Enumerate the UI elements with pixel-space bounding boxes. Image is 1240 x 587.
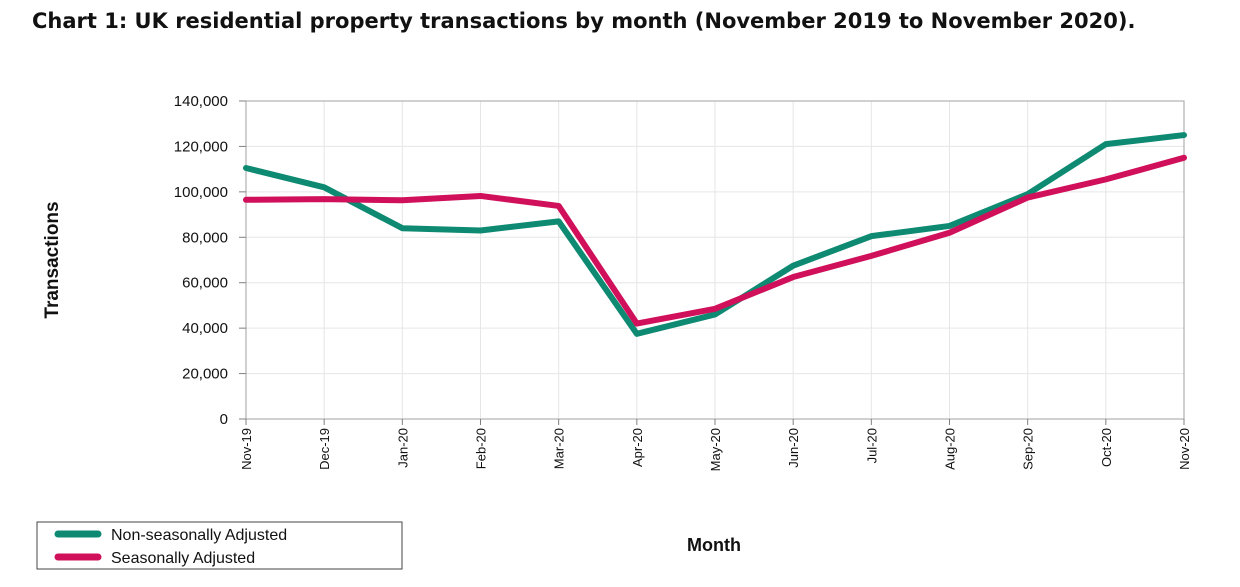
data-point (1183, 157, 1185, 159)
legend: Non-seasonally Adjusted Seasonally Adjust… (36, 521, 403, 570)
chart-title: Chart 1: UK residential property transac… (32, 9, 1136, 33)
x-tick-label: Jun-20 (786, 428, 801, 468)
data-point (636, 323, 638, 325)
data-point (558, 220, 560, 222)
x-tick-label: Oct-20 (1099, 428, 1114, 467)
y-tick-label: 0 (220, 411, 228, 428)
data-point (1105, 143, 1107, 145)
data-point (792, 276, 794, 278)
y-tick-label: 120,000 (174, 138, 228, 155)
data-point (636, 333, 638, 335)
data-point (1183, 134, 1185, 136)
data-point (1027, 193, 1029, 195)
data-point (401, 199, 403, 201)
y-tick-label: 40,000 (182, 320, 228, 337)
legend-label: Seasonally Adjusted (111, 550, 255, 567)
x-axis-title: Month (687, 535, 741, 555)
x-tick-label: Dec-19 (317, 428, 332, 470)
data-point (480, 229, 481, 231)
y-tick-label: 20,000 (182, 366, 228, 383)
data-point (245, 199, 247, 201)
x-tick-label: Aug-20 (943, 428, 958, 470)
grid-lines (246, 101, 1184, 419)
data-point (792, 265, 794, 267)
x-tick-label: Feb-20 (474, 428, 489, 469)
axis-ticks: 0 20,000 40,000 60,000 80,000 100,000 120,000 1… (174, 93, 1192, 471)
data-point (558, 205, 560, 207)
y-axis-title: Transactions (42, 201, 63, 318)
x-tick-label: Jul-20 (864, 428, 879, 463)
y-tick-label: 100,000 (174, 184, 228, 201)
x-tick-label: Nov-19 (239, 428, 254, 470)
legend-label: Non-seasonally Adjusted (111, 527, 287, 544)
data-point (949, 232, 950, 234)
data-point (480, 195, 481, 197)
x-tick-label: Apr-20 (630, 428, 645, 467)
y-tick-label: 140,000 (174, 93, 228, 110)
data-point (1105, 178, 1107, 180)
data-point (401, 227, 403, 229)
x-tick-label: Sep-20 (1021, 428, 1036, 470)
x-tick-label: Jan-20 (395, 428, 410, 468)
y-tick-label: 60,000 (182, 275, 228, 292)
data-point (870, 255, 872, 257)
series-lines (243, 132, 1187, 337)
data-point (714, 314, 716, 316)
data-point (323, 198, 325, 200)
y-tick-label: 80,000 (182, 229, 228, 246)
data-point (714, 308, 716, 310)
legend-box (36, 521, 403, 570)
x-tick-label: May-20 (708, 428, 723, 471)
x-tick-label: Mar-20 (552, 428, 567, 469)
data-point (949, 225, 950, 227)
x-tick-label: Nov-20 (1177, 428, 1192, 470)
data-point (870, 235, 872, 237)
data-point (1027, 197, 1029, 199)
data-point (245, 167, 247, 169)
data-point (323, 186, 325, 188)
